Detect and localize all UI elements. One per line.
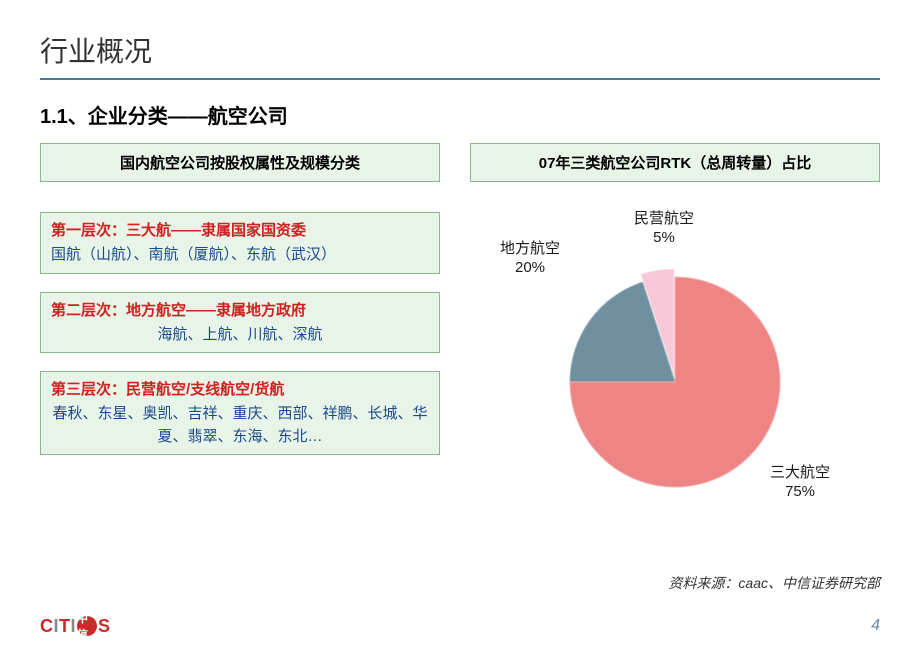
pie-label-0-pct: 75%: [785, 483, 815, 500]
logo-letter: C: [40, 616, 54, 637]
logo-mark-icon: 中信: [77, 616, 97, 636]
pie-label-2: 民营航空 5%: [634, 210, 694, 248]
subtitle: 1.1、企业分类——航空公司: [40, 100, 880, 129]
title-underline: [40, 78, 880, 80]
logo-letter: S: [98, 616, 111, 637]
slide: 行业概况 1.1、企业分类——航空公司 国内航空公司按股权属性及规模分类 第一层…: [0, 0, 920, 653]
tier-box-2: 第二层次：地方航空——隶属地方政府 海航、上航、川航、深航: [40, 292, 440, 354]
tier-3-title: 第三层次：民营航空/支线航空/货航: [51, 378, 429, 399]
pie-label-2-pct: 5%: [653, 229, 675, 246]
pie-chart: [555, 262, 795, 502]
logo: CITI中信S: [40, 616, 111, 637]
logo-letter: I: [71, 616, 77, 637]
tier-3-content: 春秋、东星、奥凯、吉祥、重庆、西部、祥鹏、长城、华夏、翡翠、东海、东北…: [51, 403, 429, 448]
pie-label-1-name: 地方航空: [500, 240, 560, 257]
tier-2-content: 海航、上航、川航、深航: [51, 324, 429, 347]
left-column: 国内航空公司按股权属性及规模分类 第一层次：三大航——隶属国家国资委 国航（山航…: [40, 143, 440, 532]
tier-1-title: 第一层次：三大航——隶属国家国资委: [51, 219, 429, 240]
pie-label-2-name: 民营航空: [634, 210, 694, 227]
pie-chart-container: 三大航空 75% 地方航空 20% 民营航空 5%: [470, 192, 880, 532]
source-note: 资料来源：caac、中信证券研究部: [668, 573, 880, 593]
footer: CITI中信S 4: [0, 611, 920, 641]
right-header-box: 07年三类航空公司RTK（总周转量）占比: [470, 143, 880, 182]
tier-box-3: 第三层次：民营航空/支线航空/货航 春秋、东星、奥凯、吉祥、重庆、西部、祥鹏、长…: [40, 371, 440, 455]
pie-label-1-pct: 20%: [515, 259, 545, 276]
left-header-box: 国内航空公司按股权属性及规模分类: [40, 143, 440, 182]
pie-label-0-name: 三大航空: [770, 464, 830, 481]
pie-label-0: 三大航空 75%: [770, 464, 830, 502]
tier-box-1: 第一层次：三大航——隶属国家国资委 国航（山航）、南航（厦航）、东航（武汉）: [40, 212, 440, 274]
page-number: 4: [871, 617, 880, 635]
tier-1-content: 国航（山航）、南航（厦航）、东航（武汉）: [51, 244, 429, 267]
page-title: 行业概况: [40, 30, 880, 70]
columns: 国内航空公司按股权属性及规模分类 第一层次：三大航——隶属国家国资委 国航（山航…: [40, 143, 880, 532]
logo-letter: T: [59, 616, 71, 637]
pie-label-1: 地方航空 20%: [500, 240, 560, 278]
tier-2-title: 第二层次：地方航空——隶属地方政府: [51, 299, 429, 320]
right-column: 07年三类航空公司RTK（总周转量）占比 三大航空 75% 地方航空 20% 民…: [470, 143, 880, 532]
